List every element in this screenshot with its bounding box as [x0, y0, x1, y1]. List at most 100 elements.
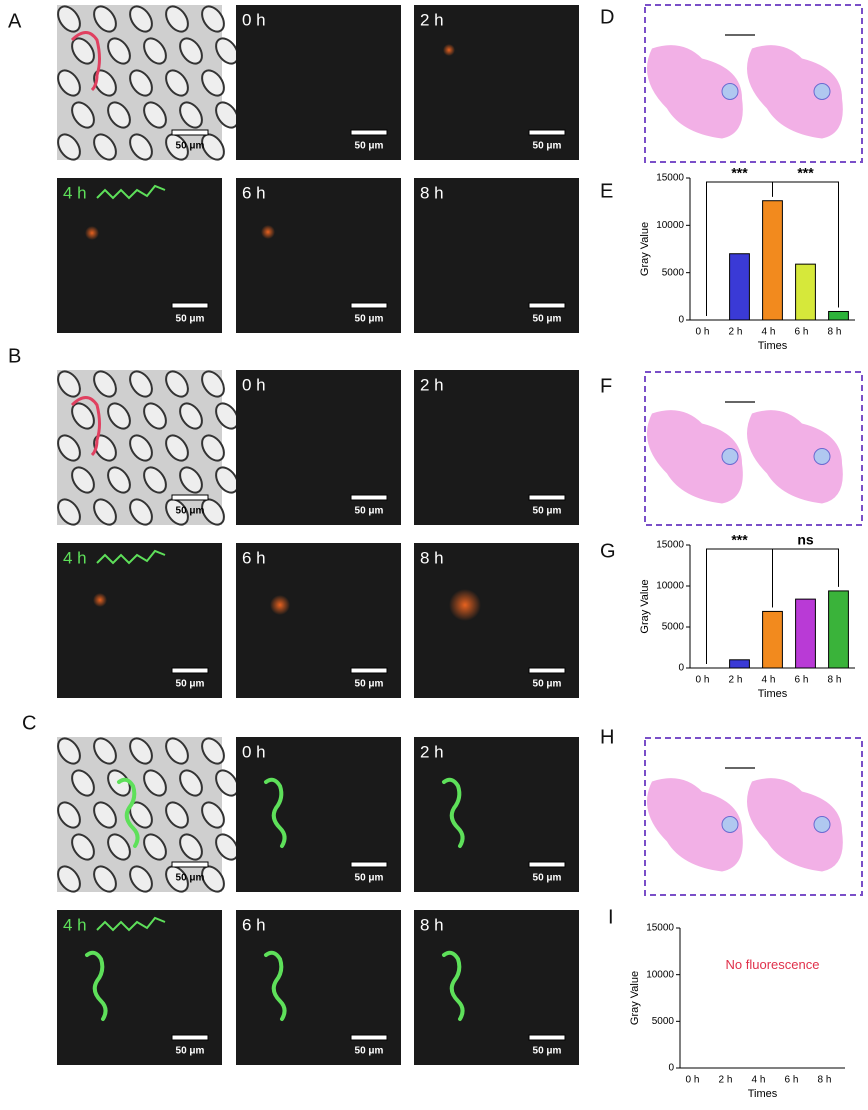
pillar [143, 466, 167, 494]
pillar [107, 833, 131, 861]
scale-bar-label: 50 μm [533, 141, 562, 152]
x-tick-label: 8 h [828, 675, 842, 686]
pillar [129, 434, 153, 462]
time-label: 0 h [242, 742, 266, 761]
bar [762, 610, 783, 669]
bar [729, 253, 750, 321]
scale-bar [350, 667, 388, 674]
pillar [201, 434, 225, 462]
significance-bracket [772, 548, 839, 608]
time-label: 4 h [63, 548, 87, 567]
significance-label: *** [731, 532, 748, 548]
pillar [93, 5, 117, 33]
schematic-box [644, 4, 863, 163]
scale-bar [350, 861, 388, 868]
cell-schematic [647, 45, 743, 139]
bar [828, 310, 849, 321]
pillar [71, 402, 95, 430]
organelle [721, 816, 739, 833]
y-tick-label: 0 [678, 663, 684, 674]
significance-label: ns [797, 532, 814, 548]
time-label: 8 h [420, 183, 444, 202]
x-tick-label: 6 h [785, 1075, 799, 1086]
scale-bar [528, 129, 566, 136]
cell-outline [70, 31, 101, 92]
cell-outline [117, 777, 140, 848]
pillar [129, 69, 153, 97]
time-label: 4 h [63, 183, 87, 202]
scale-bar-label: 50 μm [355, 1046, 384, 1057]
pillar [143, 833, 167, 861]
pillar [179, 402, 203, 430]
pillar [201, 737, 225, 765]
pillar [165, 133, 189, 161]
pillar [93, 133, 117, 161]
pillar [143, 402, 167, 430]
pillar [179, 833, 203, 861]
time-label: 0 h [242, 375, 266, 394]
pillar [129, 498, 153, 526]
y-tick-label: 10000 [646, 969, 674, 980]
x-tick-label: 6 h [795, 327, 809, 338]
scale-bar [350, 1034, 388, 1041]
time-label: 6 h [242, 915, 266, 934]
panel-label: D [600, 6, 614, 28]
pillar [201, 865, 225, 893]
time-label: 4 h [63, 915, 87, 934]
scale-bar [350, 302, 388, 309]
organelle [721, 448, 739, 465]
scale-bar [171, 302, 209, 309]
scale-bar [171, 1034, 209, 1041]
y-tick-label: 10000 [656, 581, 684, 592]
scale-bar-label: 50 μm [355, 506, 384, 517]
panel-label: E [600, 180, 613, 202]
scale-bar-label: 50 μm [176, 141, 205, 152]
significance-bracket [772, 181, 839, 308]
cell-schematic [747, 778, 843, 872]
fluorescent-spot [443, 44, 455, 56]
panel-label: G [600, 540, 616, 562]
pillar [143, 769, 167, 797]
x-tick-label: 2 h [729, 675, 743, 686]
fluorescent-spot [93, 593, 107, 607]
cell-outline [442, 777, 465, 848]
pillar [201, 801, 225, 829]
annotation: No fluorescence [726, 957, 820, 972]
scale-bar-label: 50 μm [533, 873, 562, 884]
pillar [71, 833, 95, 861]
pillar [93, 801, 117, 829]
molecule [96, 916, 166, 932]
x-tick-label: 2 h [729, 327, 743, 338]
scale-bar-label: 50 μm [533, 506, 562, 517]
pillar [215, 833, 239, 861]
scale-bar-label: 50 μm [176, 506, 205, 517]
cell-outline [70, 396, 101, 457]
scale-bar [528, 302, 566, 309]
pillar [179, 37, 203, 65]
pillar [71, 769, 95, 797]
time-label: 2 h [420, 10, 444, 29]
panel-label: C [22, 712, 36, 734]
pillar [165, 69, 189, 97]
pillar [201, 69, 225, 97]
pillar [129, 133, 153, 161]
y-tick-label: 5000 [662, 267, 685, 278]
panel-label: A [8, 10, 22, 32]
y-tick-label: 5000 [652, 1016, 675, 1027]
molecule [96, 184, 166, 200]
scale-bar-label: 50 μm [355, 873, 384, 884]
molecule [96, 549, 166, 565]
organelle [813, 448, 831, 465]
bar [828, 590, 849, 669]
pillar [71, 37, 95, 65]
y-tick-label: 15000 [656, 540, 684, 551]
y-axis-label: Gray Value [639, 579, 651, 633]
pillar [215, 466, 239, 494]
scale-bar-label: 50 μm [355, 314, 384, 325]
pillar [143, 37, 167, 65]
time-label: 0 h [242, 10, 266, 29]
scale-bar [171, 861, 209, 868]
x-tick-label: 2 h [719, 1075, 733, 1086]
panel-label: B [8, 345, 21, 367]
pillar [71, 101, 95, 129]
